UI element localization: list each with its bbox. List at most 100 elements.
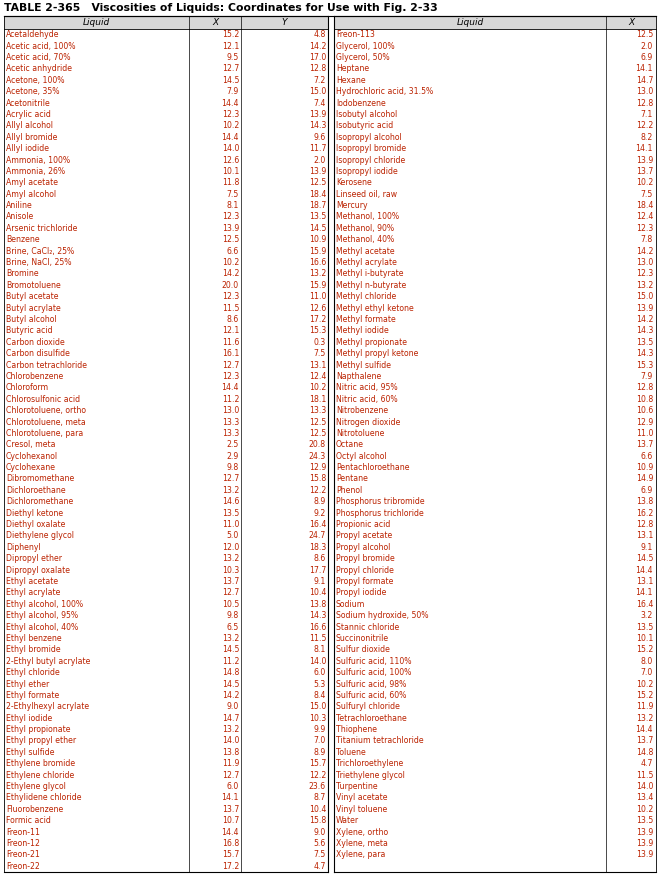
Text: Ethylene glycol: Ethylene glycol: [6, 782, 66, 791]
Text: Butyl alcohol: Butyl alcohol: [6, 315, 57, 324]
Text: 9.2: 9.2: [314, 509, 326, 518]
Text: 13.9: 13.9: [636, 156, 653, 165]
Text: 5.6: 5.6: [314, 839, 326, 848]
Text: Dichloroethane: Dichloroethane: [6, 486, 65, 495]
Text: Ethylene chloride: Ethylene chloride: [6, 771, 74, 780]
Text: Freon-11: Freon-11: [6, 828, 40, 837]
Text: 13.9: 13.9: [222, 224, 239, 233]
Text: Nitrotoluene: Nitrotoluene: [336, 429, 384, 438]
Text: 12.3: 12.3: [222, 293, 239, 301]
Text: 8.9: 8.9: [314, 498, 326, 506]
Text: 11.5: 11.5: [309, 634, 326, 643]
Text: Methyl acrylate: Methyl acrylate: [336, 258, 397, 267]
Text: Water: Water: [336, 816, 359, 825]
Text: Toluene: Toluene: [336, 748, 366, 757]
Text: 12.4: 12.4: [636, 213, 653, 222]
Text: Ammonia, 26%: Ammonia, 26%: [6, 167, 65, 176]
Text: 9.0: 9.0: [227, 703, 239, 711]
Text: 17.7: 17.7: [309, 566, 326, 575]
Text: Acrylic acid: Acrylic acid: [6, 110, 51, 119]
Text: Cyclohexane: Cyclohexane: [6, 463, 56, 472]
Text: 14.5: 14.5: [222, 75, 239, 85]
Text: 13.2: 13.2: [222, 486, 239, 495]
Text: 13.9: 13.9: [309, 167, 326, 176]
Text: 6.5: 6.5: [227, 623, 239, 632]
Text: 14.4: 14.4: [636, 566, 653, 575]
Text: 13.9: 13.9: [636, 828, 653, 837]
Text: 13.7: 13.7: [636, 167, 653, 176]
Text: 20.0: 20.0: [222, 281, 239, 290]
Text: 9.1: 9.1: [314, 577, 326, 586]
Text: 24.7: 24.7: [309, 532, 326, 540]
Text: 10.4: 10.4: [309, 805, 326, 814]
Text: 11.5: 11.5: [636, 771, 653, 780]
Text: 14.4: 14.4: [222, 98, 239, 108]
Text: 14.3: 14.3: [309, 122, 326, 131]
Text: 14.5: 14.5: [636, 555, 653, 563]
Text: Diethyl ketone: Diethyl ketone: [6, 509, 63, 518]
Text: 7.2: 7.2: [314, 75, 326, 85]
Text: Ethyl iodide: Ethyl iodide: [6, 714, 52, 723]
Text: 13.2: 13.2: [222, 555, 239, 563]
Text: 14.0: 14.0: [636, 782, 653, 791]
Text: Vinyl acetate: Vinyl acetate: [336, 794, 387, 802]
Text: 13.0: 13.0: [636, 258, 653, 267]
Text: Nitric acid, 95%: Nitric acid, 95%: [336, 384, 397, 392]
Text: 10.2: 10.2: [222, 122, 239, 131]
Text: 0.3: 0.3: [314, 338, 326, 347]
Text: 14.4: 14.4: [636, 725, 653, 734]
Text: 8.0: 8.0: [641, 657, 653, 666]
Text: Freon-113: Freon-113: [336, 30, 375, 39]
Text: 12.8: 12.8: [636, 384, 653, 392]
Text: 15.8: 15.8: [309, 475, 326, 484]
Text: Propyl alcohol: Propyl alcohol: [336, 543, 390, 552]
Text: Octane: Octane: [336, 441, 364, 449]
Text: Anisole: Anisole: [6, 213, 34, 222]
Text: Methyl sulfide: Methyl sulfide: [336, 361, 391, 370]
Text: 10.2: 10.2: [636, 805, 653, 814]
Text: 10.2: 10.2: [636, 680, 653, 689]
Text: 9.5: 9.5: [227, 53, 239, 62]
Text: 15.0: 15.0: [309, 703, 326, 711]
Text: Carbon disulfide: Carbon disulfide: [6, 350, 70, 358]
Text: 2.0: 2.0: [641, 41, 653, 51]
Text: Ethyl ether: Ethyl ether: [6, 680, 50, 689]
Text: Allyl alcohol: Allyl alcohol: [6, 122, 53, 131]
Text: 7.9: 7.9: [227, 87, 239, 96]
Text: 3.2: 3.2: [641, 611, 653, 620]
Text: Phosphorus trichloride: Phosphorus trichloride: [336, 509, 424, 518]
Text: Methyl i-butyrate: Methyl i-butyrate: [336, 270, 403, 279]
Text: 4.8: 4.8: [314, 30, 326, 39]
Text: Diethylene glycol: Diethylene glycol: [6, 532, 74, 540]
Text: 6.6: 6.6: [227, 247, 239, 256]
Text: 12.5: 12.5: [309, 429, 326, 438]
Text: 14.7: 14.7: [222, 714, 239, 723]
Text: Methanol, 40%: Methanol, 40%: [336, 236, 394, 244]
Text: 11.9: 11.9: [636, 703, 653, 711]
Text: 14.7: 14.7: [636, 75, 653, 85]
Text: Propyl chloride: Propyl chloride: [336, 566, 394, 575]
Text: Allyl iodide: Allyl iodide: [6, 145, 49, 153]
Text: 16.6: 16.6: [309, 258, 326, 267]
Text: Sulfuric acid, 110%: Sulfuric acid, 110%: [336, 657, 411, 666]
Text: 14.2: 14.2: [222, 691, 239, 700]
Text: 13.2: 13.2: [222, 725, 239, 734]
Text: Arsenic trichloride: Arsenic trichloride: [6, 224, 77, 233]
Text: 10.1: 10.1: [636, 634, 653, 643]
Text: 14.1: 14.1: [636, 145, 653, 153]
Text: 23.6: 23.6: [309, 782, 326, 791]
Text: 2-Ethyl butyl acrylate: 2-Ethyl butyl acrylate: [6, 657, 90, 666]
Text: 8.6: 8.6: [227, 315, 239, 324]
Text: Hexane: Hexane: [336, 75, 366, 85]
Text: 8.2: 8.2: [641, 133, 653, 142]
Text: 12.9: 12.9: [636, 418, 653, 427]
Text: 12.6: 12.6: [309, 304, 326, 313]
Text: Ammonia, 100%: Ammonia, 100%: [6, 156, 70, 165]
Text: Isopropyl chloride: Isopropyl chloride: [336, 156, 405, 165]
Text: 6.0: 6.0: [314, 668, 326, 677]
Text: 12.9: 12.9: [309, 463, 326, 472]
Text: Ethyl acetate: Ethyl acetate: [6, 577, 58, 586]
Text: 8.4: 8.4: [314, 691, 326, 700]
Text: Tetrachloroethane: Tetrachloroethane: [336, 714, 407, 723]
Text: 13.7: 13.7: [222, 805, 239, 814]
